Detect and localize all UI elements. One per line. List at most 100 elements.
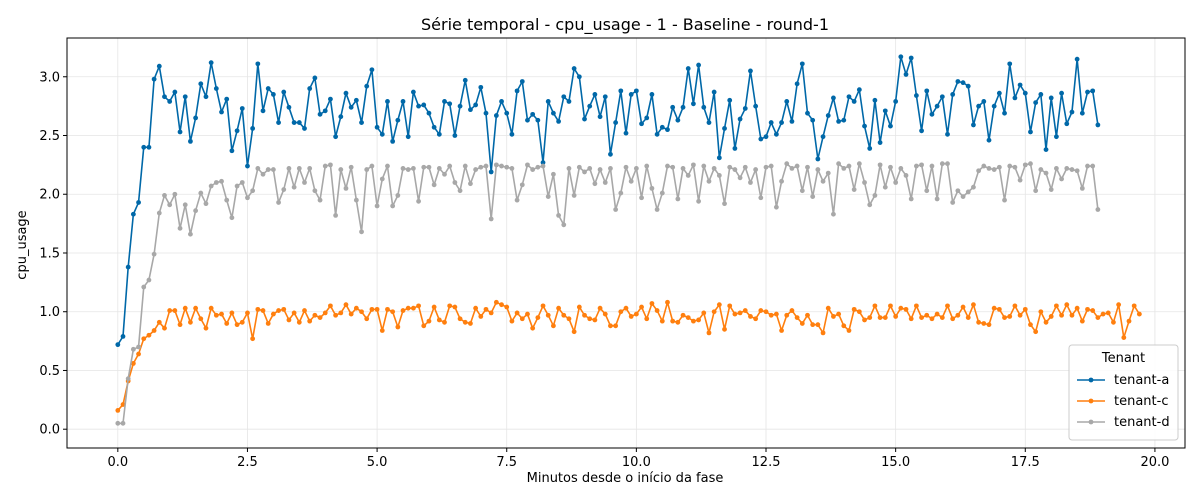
data-point xyxy=(1059,90,1064,96)
data-point xyxy=(493,299,499,305)
data-point xyxy=(312,75,318,81)
data-point xyxy=(1054,303,1059,309)
data-point xyxy=(307,166,313,171)
data-point xyxy=(369,306,375,312)
data-point xyxy=(333,134,339,140)
data-point xyxy=(836,119,842,124)
legend-swatch-marker xyxy=(1088,377,1094,383)
data-point xyxy=(447,303,453,309)
data-point xyxy=(120,402,126,407)
data-point xyxy=(571,66,577,71)
data-point xyxy=(971,302,976,308)
data-point xyxy=(115,420,121,426)
data-point xyxy=(701,310,707,316)
data-point xyxy=(1038,167,1044,172)
data-point xyxy=(265,86,271,91)
data-point xyxy=(156,319,162,325)
data-point xyxy=(1017,177,1023,183)
data-point xyxy=(255,166,261,171)
x-tick-label: 15.0 xyxy=(881,455,910,470)
data-point xyxy=(639,195,644,201)
data-point xyxy=(405,134,411,140)
data-point xyxy=(644,163,650,169)
data-point xyxy=(576,74,582,80)
data-point xyxy=(1069,109,1075,115)
data-point xyxy=(338,167,344,172)
data-point xyxy=(846,328,852,333)
data-point xyxy=(535,164,541,170)
data-point xyxy=(442,319,447,325)
data-point xyxy=(965,189,971,195)
data-point xyxy=(737,116,743,122)
data-point xyxy=(385,306,390,312)
data-point xyxy=(659,190,665,196)
data-point xyxy=(416,303,421,309)
data-point xyxy=(1131,303,1137,309)
data-point xyxy=(913,163,919,169)
x-axis-title: Minutos desde o início da fase xyxy=(527,471,724,486)
data-point xyxy=(903,72,909,77)
data-point xyxy=(519,182,525,188)
data-point xyxy=(929,163,935,169)
data-point xyxy=(130,211,136,217)
data-point xyxy=(784,99,790,104)
legend-label: tenant-a xyxy=(1114,373,1169,388)
plot-frame xyxy=(66,37,1186,449)
data-point xyxy=(1022,306,1028,312)
data-point xyxy=(410,305,416,311)
data-point xyxy=(882,184,888,190)
data-point xyxy=(722,126,727,131)
data-point xyxy=(1116,302,1122,308)
data-point xyxy=(535,117,541,123)
data-point xyxy=(333,312,339,318)
data-point xyxy=(1069,167,1075,172)
data-point xyxy=(748,314,753,319)
data-point xyxy=(831,95,836,101)
y-tick-label: 0.0 xyxy=(39,423,60,438)
data-point xyxy=(582,312,587,318)
data-point xyxy=(939,94,945,100)
data-point xyxy=(426,318,432,324)
data-point xyxy=(514,88,520,94)
data-point xyxy=(250,126,256,131)
data-point xyxy=(525,311,530,317)
data-point xyxy=(701,104,707,110)
data-point xyxy=(504,164,510,170)
data-point xyxy=(1069,312,1075,318)
data-point xyxy=(722,201,727,207)
data-point xyxy=(281,187,287,192)
data-point xyxy=(525,162,530,168)
data-point xyxy=(711,166,717,171)
data-point xyxy=(353,97,359,103)
data-point xyxy=(561,94,567,100)
data-point xyxy=(856,87,862,93)
data-point xyxy=(416,198,421,204)
data-point xyxy=(597,114,603,120)
data-point xyxy=(649,301,655,306)
data-point xyxy=(250,336,256,342)
data-point xyxy=(203,325,209,331)
data-point xyxy=(499,163,504,169)
data-point xyxy=(379,328,385,333)
data-point xyxy=(219,109,224,115)
legend-box xyxy=(1068,344,1179,441)
data-point xyxy=(504,304,510,310)
data-point xyxy=(519,79,525,84)
data-point xyxy=(727,164,733,170)
data-point xyxy=(737,175,743,181)
data-point xyxy=(841,323,847,329)
x-tick-label: 7.5 xyxy=(496,455,517,470)
data-point xyxy=(696,62,701,68)
data-point xyxy=(312,312,318,318)
data-point xyxy=(535,315,541,320)
data-point xyxy=(1028,322,1033,328)
data-point xyxy=(587,166,593,171)
data-point xyxy=(286,317,292,323)
data-point xyxy=(566,166,572,171)
data-point xyxy=(846,163,852,169)
data-point xyxy=(727,97,733,103)
data-point xyxy=(162,193,167,198)
data-point xyxy=(727,303,733,309)
data-point xyxy=(198,81,204,87)
data-point xyxy=(934,311,940,317)
